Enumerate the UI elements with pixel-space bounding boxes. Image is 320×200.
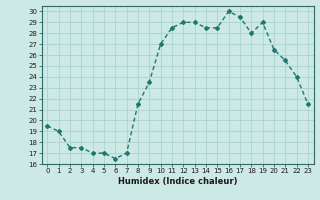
X-axis label: Humidex (Indice chaleur): Humidex (Indice chaleur) — [118, 177, 237, 186]
